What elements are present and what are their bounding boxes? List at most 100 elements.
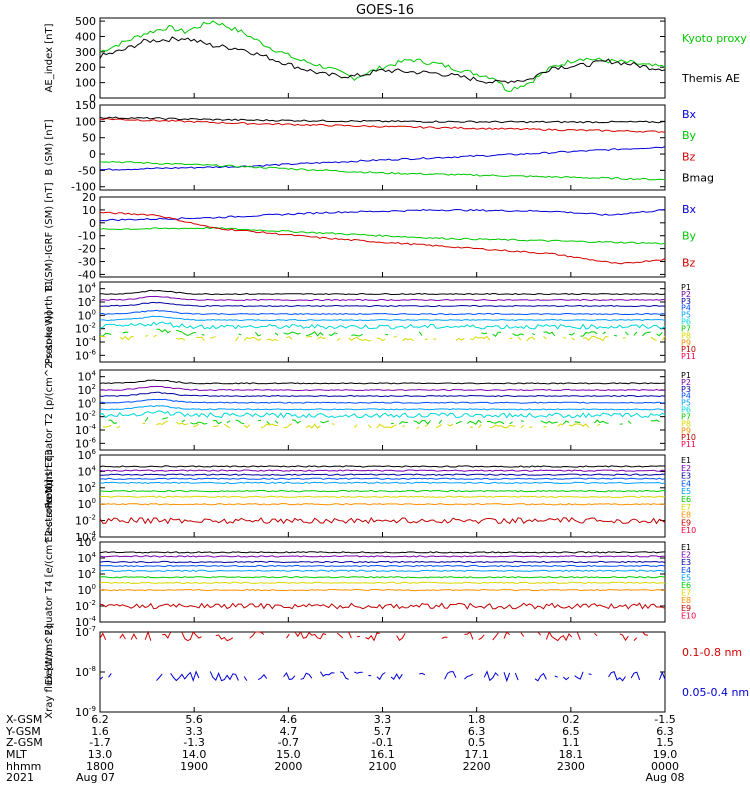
series-line-0-1-0-8-nm (100, 632, 665, 641)
series-line-p5 (99, 315, 666, 322)
y-tick-label: 104 (78, 282, 97, 296)
series-line-p1 (99, 379, 666, 385)
ephem-value: 2100 (369, 760, 397, 773)
y-tick-label: 106 (78, 448, 97, 462)
legend-label: P9 (681, 426, 691, 435)
y-tick-label: 10-6 (75, 348, 97, 362)
series-line-e2 (99, 469, 666, 472)
y-tick-label: 104 (78, 370, 97, 384)
series-line-kyoto-proxy-ae (99, 20, 666, 93)
legend-label: P3 (681, 297, 691, 306)
series-line-p4 (99, 309, 666, 316)
ephem-value: 1.1 (562, 736, 580, 749)
legend-label: E2 (681, 551, 691, 560)
series-line-e1 (99, 465, 665, 468)
legend-label: E9 (681, 604, 691, 613)
y-tick-label: 10-2 (75, 410, 96, 424)
legend-label: Bmag (682, 172, 714, 185)
y-tick-label: 10-2 (75, 514, 96, 528)
series-line-by (99, 160, 666, 181)
legend-label: P7 (681, 412, 691, 421)
panel-1: 500 400 300 200 100 0 AE_index [nT] Kyoto proxy… (44, 15, 750, 105)
legend-label: P10 (681, 433, 696, 442)
y-tick-label: -50 (78, 164, 96, 177)
ephem-value: 4.7 (280, 725, 298, 738)
series-line-e9 (99, 516, 666, 525)
y-axis-label: AE_index [nT] (44, 23, 55, 92)
legend-label: E4 (681, 566, 691, 575)
ephem-value: 6.3 (468, 725, 486, 738)
series-line-p2 (99, 295, 666, 302)
y-tick-label: 100 (75, 77, 96, 90)
y-tick-label: 102 (78, 295, 96, 309)
legend-label: E7 (681, 503, 691, 512)
legend-label: P8 (681, 419, 691, 428)
legend-label: E8 (681, 511, 691, 520)
legend-label: P5 (681, 399, 691, 408)
series-line-p1 (100, 289, 666, 296)
legend-label: P1 (681, 283, 691, 292)
legend-label: E1 (681, 543, 691, 552)
legend-label: E2 (681, 464, 691, 473)
legend-label: P10 (681, 345, 696, 354)
series-line-e8 (99, 588, 666, 592)
ephem-value: 19.0 (653, 748, 678, 761)
ephem-value: 1.8 (468, 713, 486, 726)
y-axis-label: Protons North T1 (44, 280, 55, 364)
legend-label: P4 (681, 304, 691, 313)
y-tick-label: 10-2 (75, 599, 96, 613)
ephem-value: 0.2 (562, 713, 580, 726)
y-axis-label: Electrons North T3 (44, 449, 55, 542)
y-tick-label: 500 (75, 15, 96, 28)
ephem-value: 6.5 (562, 725, 580, 738)
legend-label: E3 (681, 472, 691, 481)
series-line-bz (99, 211, 666, 265)
ephem-value: 18.1 (559, 748, 584, 761)
y-tick-label: -100 (71, 181, 96, 194)
series-line-by (99, 226, 666, 245)
series-line-p2 (99, 385, 666, 392)
y-axis-label: B (SM) [nT] (44, 119, 55, 175)
y-tick-label: 0 (89, 148, 96, 161)
ephem-value: 6.3 (656, 725, 674, 738)
y-tick-label: 20 (82, 191, 96, 204)
legend-label: E6 (681, 581, 691, 590)
legend-label: E4 (681, 479, 691, 488)
ephem-value: 1.6 (91, 725, 109, 738)
y-tick-label: 102 (78, 481, 96, 495)
series-line-e4 (99, 564, 666, 568)
legend-label: P1 (681, 371, 691, 380)
legend-label: 0.1-0.8 nm (682, 646, 742, 659)
series-line-bx (99, 146, 666, 171)
y-axis-label: Xray flux [W/m^2] (44, 625, 55, 719)
y-tick-label: 104 (78, 464, 97, 478)
series-line-e7 (99, 495, 666, 499)
y-tick-label: 0 (89, 92, 96, 105)
series-line-e3 (99, 560, 666, 564)
ephem-value: 4.6 (280, 713, 298, 726)
legend-label: E5 (681, 487, 691, 496)
series-line-e9 (99, 602, 666, 610)
legend-label: P3 (681, 385, 691, 394)
series-line-themis-ae (99, 36, 666, 84)
y-tick-label: 106 (78, 535, 97, 549)
legend-label: Bz (682, 150, 696, 163)
legend-label: Bx (682, 108, 697, 121)
ephem-value: -0.7 (278, 736, 299, 749)
ephem-value: 3.3 (374, 713, 392, 726)
ephem-row-label: Z-GSM (6, 736, 43, 749)
ephem-value: 5.7 (374, 725, 392, 738)
y-tick-label: 100 (78, 497, 96, 511)
legend-label: P11 (681, 352, 696, 361)
ephem-value: 13.0 (88, 748, 113, 761)
y-tick-label: 300 (75, 46, 96, 59)
legend-label: E3 (681, 558, 691, 567)
y-tick-label: 104 (78, 551, 97, 565)
y-tick-label: 10 (82, 204, 96, 217)
series-line-e6 (99, 576, 666, 579)
legend-label: E7 (681, 589, 691, 598)
